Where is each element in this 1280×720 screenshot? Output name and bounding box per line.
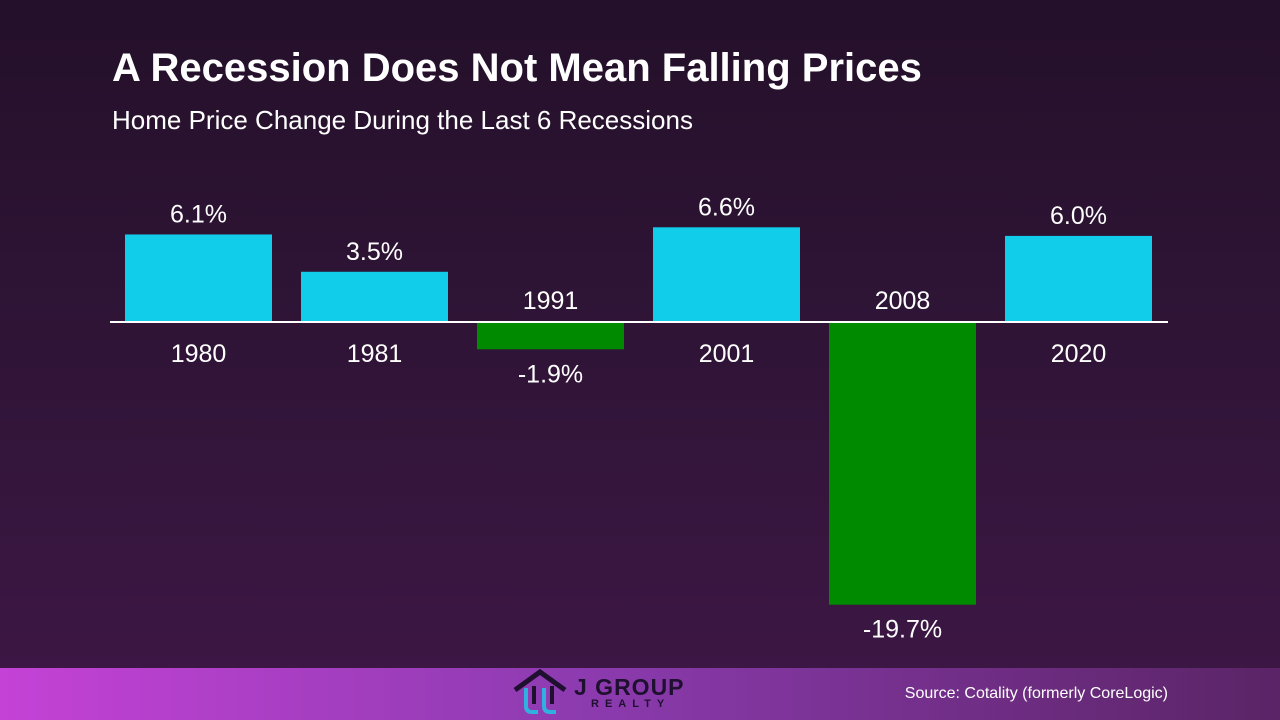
value-label-1981: 3.5% — [346, 238, 403, 266]
footer-bar: J GROUP REALTY Source: Cotality (formerl… — [0, 668, 1280, 720]
bar-1991 — [477, 322, 624, 350]
category-label-1991: 1991 — [523, 287, 579, 315]
bar-2008 — [829, 322, 976, 605]
bar-chart: 6.1% 1980 3.5% 1981 -1.9% 1991 6.6% 2001 -19.7% 2… — [125, 193, 1152, 644]
category-label-1981: 1981 — [347, 340, 403, 368]
logo-subtitle: REALTY — [591, 698, 671, 710]
bar-2020 — [1005, 235, 1152, 322]
category-label-2020: 2020 — [1051, 340, 1107, 368]
category-label-2008: 2008 — [875, 287, 931, 315]
category-label-2001: 2001 — [699, 340, 755, 368]
value-label-1980: 6.1% — [170, 200, 227, 228]
logo-name: J GROUP — [574, 674, 685, 700]
chart-subtitle: Home Price Change During the Last 6 Rece… — [112, 105, 693, 135]
house-logo-icon — [513, 668, 567, 714]
category-label-1980: 1980 — [171, 340, 227, 368]
chart-title: A Recession Does Not Mean Falling Prices — [112, 46, 922, 90]
bar-1980 — [125, 234, 272, 322]
source-note: Source: Cotality (formerly CoreLogic) — [904, 685, 1168, 702]
value-label-2020: 6.0% — [1050, 202, 1107, 230]
company-logo: J GROUP REALTY — [512, 668, 712, 720]
bar-2001 — [653, 227, 800, 322]
value-label-2008: -19.7% — [863, 616, 942, 644]
value-label-2001: 6.6% — [698, 193, 755, 221]
bar-1981 — [301, 271, 448, 322]
value-label-1991: -1.9% — [518, 360, 583, 388]
